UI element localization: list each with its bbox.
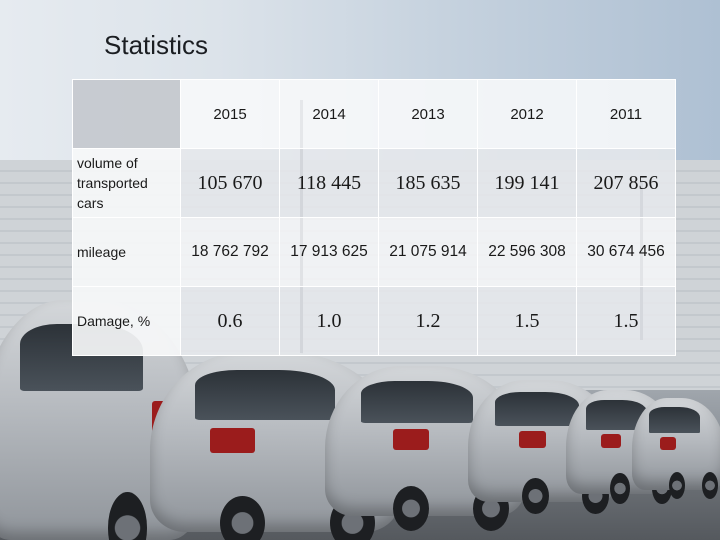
table-cell: 30 674 456 <box>576 217 676 287</box>
table-cell: 199 141 <box>477 148 577 218</box>
table-cell: 207 856 <box>576 148 676 218</box>
year-header: 2013 <box>378 79 478 149</box>
table-header-row: 2015 2014 2013 2012 2011 <box>72 79 676 149</box>
row-label: Damage, % <box>72 286 181 356</box>
header-corner-cell <box>72 79 181 149</box>
table-cell: 22 596 308 <box>477 217 577 287</box>
table-cell: 1.5 <box>477 286 577 356</box>
table-cell: 1.2 <box>378 286 478 356</box>
table-cell: 118 445 <box>279 148 379 218</box>
table-cell: 18 762 792 <box>180 217 280 287</box>
year-header: 2014 <box>279 79 379 149</box>
table-cell: 17 913 625 <box>279 217 379 287</box>
table-cell: 185 635 <box>378 148 478 218</box>
table-row: Damage, % 0.6 1.0 1.2 1.5 1.5 <box>72 286 676 356</box>
table-cell: 1.0 <box>279 286 379 356</box>
table-row: volume of transported cars 105 670 118 4… <box>72 148 676 218</box>
table-cell: 1.5 <box>576 286 676 356</box>
statistics-table: 2015 2014 2013 2012 2011 volume of trans… <box>72 79 676 356</box>
car-image <box>632 398 720 500</box>
year-header: 2011 <box>576 79 676 149</box>
table-cell: 0.6 <box>180 286 280 356</box>
year-header: 2015 <box>180 79 280 149</box>
row-label: mileage <box>72 217 181 287</box>
slide-title: Statistics <box>104 30 209 60</box>
year-header: 2012 <box>477 79 577 149</box>
row-label: volume of transported cars <box>72 148 181 218</box>
table-row: mileage 18 762 792 17 913 625 21 075 914… <box>72 217 676 287</box>
table-cell: 21 075 914 <box>378 217 478 287</box>
table-cell: 105 670 <box>180 148 280 218</box>
